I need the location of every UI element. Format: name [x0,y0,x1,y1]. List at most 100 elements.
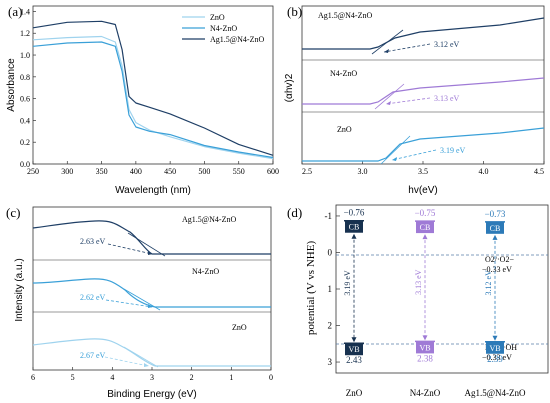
panel-b-x-tick-label: 3.5 [418,167,428,176]
panel-d-gap-arrowhead-up [422,234,428,240]
panel-b-frame [301,5,545,165]
panel-d-cb-box [416,221,434,234]
panel-d-sample-name: Ag1.5@N4-ZnO [464,388,526,398]
panel-b-x-tick-label: 2.5 [302,167,312,176]
panel-b-y-axis-label: (αhv)2 [284,73,295,102]
panel-a-y-tick-label: 0.2 [20,138,30,147]
panel-a-line-zno [32,35,274,160]
panel-d-o2-value: −0.33 eV [482,265,512,274]
panel-a-y-ticks: 0.0 0.2 0.4 0.6 0.8 1.0 1.2 1.4 [20,7,36,169]
panel-c: (c) 6 5 4 3 2 1 0 Intensity (a.u.) Binding Ene… [6,205,273,400]
panel-c-tangent-ag [127,232,166,257]
panel-d-cb-label: CB [490,224,501,233]
panel-b-gap-zno: 3.19 eV [440,146,466,155]
panel-b-arrow-zno [391,149,437,161]
panel-b-label: (b) [287,4,302,19]
panel-c-tangent-zno [123,346,159,368]
panel-b-gap-ag: 3.12 eV [434,40,460,49]
panel-b-arrow-ag [383,43,431,53]
panel-b-curve-n4 [302,77,545,105]
panel-a-x-tick-label: 350 [96,167,108,176]
panel-d-h2o-value: −0.33 eV [482,353,512,362]
panel-c-arrow-n4 [105,299,153,308]
panel-b-x-tick-label: 3.0 [358,167,368,176]
legend-label-ag: Ag1.5@N4-ZnO [210,35,264,44]
panel-d-cb-box [486,221,504,234]
panel-a-x-tick-label: 400 [130,167,142,176]
panel-b-curve-ag [302,17,545,50]
panel-c-arrowhead-ag [148,251,153,255]
panel-d-sample-name: N4-ZnO [410,388,441,398]
panel-b-arrowhead-n4 [386,101,391,105]
panel-d-o2-label: O2/·O2− [485,255,514,264]
panel-d-sample-name: ZnO [346,388,363,398]
panel-b-arrow-n4 [385,97,431,105]
panel-d-cb-value: −0.76 [344,208,365,218]
panel-d-gap-arrowhead-up [492,234,498,240]
panel-b-curve-name-zno: ZnO [337,125,352,134]
panel-a-y-tick-label: 0.0 [20,160,30,169]
panel-b-curve-name-n4: N4-ZnO [330,69,357,78]
panel-d-vb-box [416,341,434,354]
panel-c-curve-ag [32,220,271,255]
panel-a-y-tick-label: 0.8 [20,73,30,82]
panel-b: (b) 2.5 3.0 3.5 4.0 4.5 (αhv)2 hv(eV) Ag1.5@… [284,4,545,196]
panel-c-vb-n4: 2.62 eV [80,293,106,302]
panel-d-gap-arrowhead-down [422,335,428,341]
panel-a-series [32,20,274,160]
panel-d-cb-label: CB [420,223,431,232]
panel-a-label: (a) [8,4,22,19]
panel-d-vb-value: 2.38 [417,353,433,363]
panel-d-vb-value: 2.39 [487,354,503,364]
panel-a-y-tick-label: 1.2 [20,29,30,38]
panel-a-y-axis-label: Absorbance [6,58,17,112]
panel-c-x-axis-label: Binding Energy (eV) [107,389,197,400]
panel-a-x-tick-label: 250 [27,167,39,176]
panel-d-vb-label: VB [489,344,500,353]
panel-d-gap-arrowhead-up [351,233,357,239]
legend-label-n4: N4-ZnO [210,24,237,33]
panel-d-cb-label: CB [349,223,360,232]
panel-d-cb-value: −0.75 [415,208,436,218]
panel-d-gap-label: 3.19 eV [343,270,352,296]
panel-b-tangent-n4 [374,83,405,110]
panel-c-arrow-zno [104,356,149,367]
panel-c-label: (c) [6,205,20,220]
panel-b-x-tick-label: 4.5 [534,167,544,176]
panel-c-arrow-ag [107,243,153,255]
panel-a-frame [32,5,274,165]
panel-d-vb-box [486,341,504,354]
panel-c-tangent-n4 [123,288,161,311]
panel-b-x-axis-label: hv(eV) [408,185,437,196]
legend-label-zno: ZnO [210,13,225,22]
panel-c-curve-name-zno: ZnO [232,323,247,332]
panel-c-x-ticks: 6 5 4 3 2 1 0 [31,367,273,382]
panel-a-x-ticks: 250 300 350 400 450 500 550 600 [27,161,279,176]
panel-c-curve-name-ag: Ag1.5@N4-ZnO [182,215,236,224]
panel-d-gap-label: 3.13 eV [414,269,423,295]
panel-d-vb-label: VB [419,343,430,352]
panel-d-y-ticks: -1 0 1 2 3 [325,211,340,367]
panel-a-y-tick-label: 0.6 [20,95,30,104]
panel-c-arrowhead-zno [144,363,149,367]
panel-d-cb-value: −0.73 [485,209,506,219]
panel-c-frame [32,206,272,371]
panel-c-vb-ag: 2.63 eV [80,237,106,246]
panel-a-y-tick-label: 0.4 [20,116,30,125]
panel-d-gap-label: 3.12 eV [484,270,493,296]
panel-d-y-tick-label: -1 [325,211,333,221]
panel-d-gap-arrowhead-down [492,335,498,341]
panel-b-arrowhead-ag [384,49,389,53]
panel-d-vb-label: VB [348,345,359,354]
panel-c-curve-name-n4: N4-ZnO [192,267,219,276]
panel-a-x-tick-label: 500 [198,167,210,176]
panel-a-x-tick-label: 600 [267,167,279,176]
panel-b-x-ticks: 2.5 3.0 3.5 4.0 4.5 [301,161,545,176]
panel-d-y-tick-label: 1 [328,284,333,294]
panel-d-gap-arrowhead-down [351,337,357,343]
panel-a-x-axis-label: Wavelength (nm) [115,185,191,196]
panel-c-arrowhead-n4 [148,304,153,308]
panel-c-x-tick-label: 4 [110,373,114,382]
panel-d-cb-box [345,220,363,233]
